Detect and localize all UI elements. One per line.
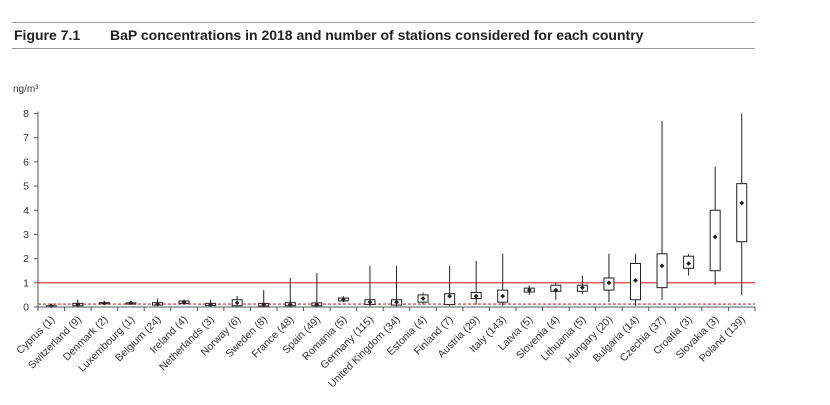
median-marker [155, 301, 160, 307]
box-16 [444, 265, 456, 307]
median-marker [420, 296, 426, 301]
box-23 [630, 253, 641, 306]
median-marker [75, 302, 81, 307]
y-tick-label: 3 [23, 229, 29, 241]
box-26 [709, 166, 721, 286]
median-marker [261, 302, 267, 307]
box-iqr [736, 183, 748, 243]
box-22 [603, 253, 615, 303]
box-18 [497, 253, 509, 306]
box-3 [98, 300, 110, 306]
box-21 [576, 275, 588, 294]
median-marker [526, 287, 532, 293]
median-marker [101, 300, 107, 306]
median-marker [447, 293, 453, 299]
y-tick-label: 2 [23, 253, 29, 265]
y-tick-label: 1 [23, 277, 29, 289]
caption-bottom-rule [12, 48, 755, 49]
y-tick-label: 5 [23, 181, 29, 193]
median-marker [287, 302, 293, 307]
median-marker [606, 280, 612, 286]
box-iqr [709, 209, 721, 272]
median-marker [579, 285, 585, 291]
box-2 [72, 299, 84, 307]
median-marker [394, 299, 399, 305]
box-5 [152, 298, 163, 307]
figure-title: BaP concentrations in 2018 and number of… [110, 27, 644, 43]
y-tick-label: 8 [23, 108, 29, 120]
box-11 [311, 273, 323, 307]
box-9 [258, 290, 270, 307]
figure-caption: Figure 7.1 BaP concentrations in 2018 and… [14, 27, 643, 43]
median-marker [500, 293, 506, 299]
median-marker [208, 302, 214, 307]
box-15 [417, 292, 429, 305]
box-13 [364, 265, 376, 307]
median-marker [181, 299, 187, 305]
median-marker [473, 293, 479, 299]
box-iqr [656, 253, 668, 289]
median-marker [314, 302, 320, 307]
median-marker [367, 299, 373, 305]
median-marker [686, 261, 692, 266]
y-axis-unit-label: ng/m³ [13, 84, 39, 95]
x-axis: Cyprus (1)Switzerland (9)Denmark (2)Luxe… [14, 306, 756, 390]
median-marker [659, 263, 665, 269]
box-27 [736, 113, 748, 295]
y-tick-label: 7 [23, 132, 29, 144]
median-marker [340, 297, 346, 303]
box-17 [470, 261, 482, 305]
box-10 [284, 277, 296, 307]
box-25 [683, 253, 695, 276]
box-14 [391, 265, 402, 307]
box-iqr [444, 293, 456, 306]
box-series [45, 113, 748, 309]
box-19 [523, 285, 535, 295]
box-8 [231, 296, 243, 307]
figure-number: Figure 7.1 [14, 27, 81, 43]
median-marker [712, 234, 718, 240]
box-7 [205, 299, 217, 307]
median-marker [553, 287, 559, 293]
y-tick-label: 0 [23, 302, 29, 314]
median-marker [128, 300, 134, 306]
caption-top-rule [12, 22, 755, 23]
median-marker [234, 300, 240, 306]
box-6 [178, 299, 190, 305]
box-24 [656, 120, 668, 300]
y-tick-label: 4 [23, 205, 29, 217]
y-axis: 0 1 2 3 4 5 6 7 8 [23, 108, 39, 314]
y-tick-label: 6 [23, 156, 29, 168]
box-12 [337, 296, 349, 303]
box-20 [550, 282, 562, 300]
median-marker [633, 277, 638, 283]
median-marker [739, 200, 745, 206]
box-4 [125, 300, 137, 306]
